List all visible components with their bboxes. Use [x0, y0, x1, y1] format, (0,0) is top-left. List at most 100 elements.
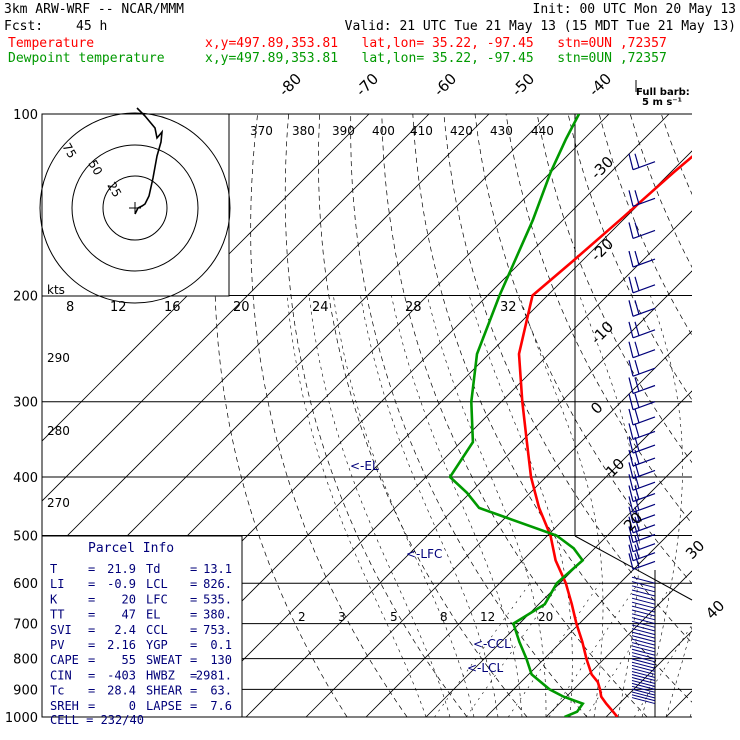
- wind-barb-flag: [634, 506, 640, 521]
- wind-barb: [631, 624, 656, 632]
- wind-barb: [631, 638, 656, 646]
- scale-label: 20: [233, 300, 250, 315]
- parcel-equals: =: [88, 668, 95, 682]
- parcel-param-name: YGP: [146, 638, 168, 652]
- wind-barb: [631, 635, 656, 643]
- parcel-param-value: 826.: [203, 577, 232, 591]
- wind-barb: [632, 307, 656, 317]
- wind-barb: [632, 481, 656, 491]
- parcel-param-name: CAPE: [50, 653, 79, 667]
- wind-barb: [631, 581, 656, 589]
- wind-barb: [631, 609, 656, 617]
- wind-barb-flag: [628, 250, 634, 268]
- level-annotation-lfc: <-LFC: [406, 547, 442, 561]
- moist-adiabat-line: [286, 295, 427, 717]
- wind-barb: [632, 161, 656, 171]
- parcel-equals: =: [190, 608, 197, 622]
- barb-key-unit: 5 m s⁻¹: [642, 97, 682, 108]
- parcel-param-value: 0.1: [210, 638, 232, 652]
- wind-barb: [631, 685, 656, 693]
- barb-key-title: Full barb:: [636, 87, 690, 98]
- wind-barb: [632, 349, 656, 359]
- wind-barb-flag: [628, 506, 634, 523]
- wind-barb: [631, 601, 656, 609]
- wind-barb: [631, 658, 656, 666]
- wind-barb-flag: [628, 474, 634, 491]
- isotherm-line: [185, 210, 692, 717]
- temperature-right-label: -20: [587, 235, 617, 265]
- theta-label: 380: [292, 124, 315, 138]
- parcel-equals: =: [88, 684, 95, 698]
- wind-barb-flag: [634, 485, 640, 500]
- parcel-param-value: 28.4: [107, 684, 136, 698]
- init-time: Init: 00 UTC Mon 20 May 13: [532, 2, 737, 17]
- hodograph-ring-label: 25: [104, 180, 124, 200]
- wind-barb: [631, 613, 656, 621]
- scale-label: 28: [405, 300, 422, 315]
- theta-label: 370: [250, 124, 273, 138]
- forecast-label: Fcst:: [4, 19, 44, 34]
- moist-adiabat-line: [391, 295, 523, 717]
- legend-dewpoint-info: x,y=497.89,353.81 lat,lon= 35.22, -97.45…: [205, 51, 667, 66]
- scale-label: 8: [66, 300, 74, 315]
- parcel-equals: =: [88, 638, 95, 652]
- pressure-label: 300: [13, 396, 38, 411]
- moist-adiabat-line: [308, 295, 451, 717]
- temperature-right-label: 40: [702, 597, 728, 623]
- parcel-equals: =: [190, 562, 197, 576]
- wind-barb: [631, 671, 656, 678]
- parcel-equals: =: [88, 592, 95, 606]
- barb-column-diagonal: [574, 535, 693, 601]
- parcel-param-value: 55: [122, 653, 136, 667]
- theta-label: 290: [47, 351, 70, 365]
- wind-barb: [631, 645, 656, 653]
- parcel-param-name: HWBZ: [146, 668, 175, 682]
- wind-barb-flag: [634, 377, 640, 392]
- wind-barb: [631, 628, 656, 636]
- wind-barb: [631, 667, 656, 675]
- theta-label: 430: [490, 124, 513, 138]
- dry-adiabat-line: [443, 114, 692, 644]
- parcel-equals: =: [190, 592, 197, 606]
- wind-barb: [632, 457, 656, 467]
- wind-barb: [631, 679, 656, 687]
- pressure-label: 500: [13, 529, 38, 544]
- wind-barb: [631, 617, 656, 625]
- theta-label: 400: [372, 124, 395, 138]
- valid-time: Valid: 21 UTC Tue 21 May 13 (15 MDT Tue …: [344, 19, 736, 34]
- dry-adiabat-line: [723, 114, 740, 717]
- dry-adiabat-line: [214, 114, 348, 717]
- wind-barb-flag: [628, 526, 634, 543]
- wind-barb-flag: [634, 526, 640, 541]
- mixing-ratio-label: 5: [390, 610, 398, 624]
- mixing-ratio-line: [634, 624, 692, 717]
- parcel-param-value: 21.9: [107, 562, 136, 576]
- level-annotation-lcl: <-LCL: [467, 661, 503, 675]
- wind-barb-flag: [628, 321, 634, 338]
- hodograph-ring: [102, 175, 168, 241]
- parcel-info-title: Parcel Info: [88, 541, 174, 556]
- scale-label: 12: [110, 300, 127, 315]
- wind-barb: [631, 652, 656, 660]
- isotherm-line: [485, 510, 692, 717]
- wind-barb: [631, 642, 656, 650]
- wind-barb-flag: [628, 423, 634, 440]
- pressure-label: 400: [13, 471, 38, 486]
- pressure-label: 700: [13, 618, 38, 633]
- wind-barb: [632, 430, 656, 440]
- wind-barb: [631, 694, 656, 702]
- legend-dewpoint: Dewpoint temperature: [8, 51, 165, 66]
- scale-label: 24: [312, 300, 329, 315]
- forecast-hour: 45 h: [76, 19, 108, 34]
- parcel-equals: =: [88, 699, 95, 713]
- parcel-param-value: 2.16: [107, 638, 136, 652]
- hodograph-trace: [134, 107, 164, 215]
- theta-label: 420: [450, 124, 473, 138]
- parcel-param-name: TT: [50, 608, 64, 622]
- wind-barb-flag: [634, 516, 640, 531]
- hodograph-ring: [39, 112, 231, 304]
- wind-barb-flag: [628, 377, 634, 394]
- temperature-right-label: -30: [587, 153, 617, 183]
- wind-barb: [632, 229, 656, 240]
